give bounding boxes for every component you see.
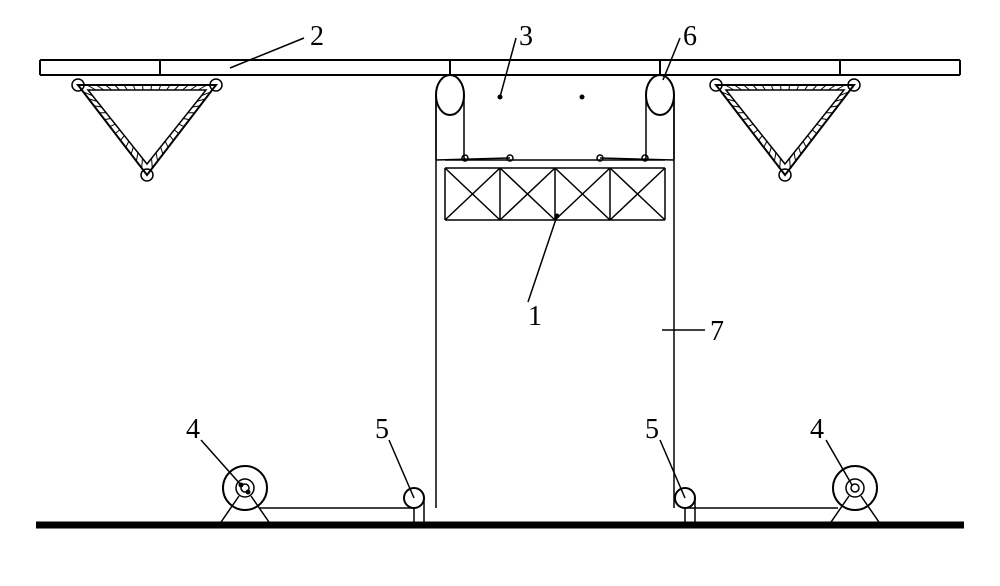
label-4: 4 <box>810 414 824 445</box>
pulleys <box>436 75 674 115</box>
label-2: 2 <box>310 21 324 52</box>
label-5: 5 <box>375 414 389 445</box>
label-7: 7 <box>710 316 724 347</box>
diagram-stage: { "canvas": { "w": 1000, "h": 586, "bg":… <box>0 0 1000 586</box>
label-6: 6 <box>683 21 697 52</box>
label-1: 1 <box>528 301 542 332</box>
winches <box>219 466 881 525</box>
label-3: 3 <box>519 21 533 52</box>
main-beam <box>40 60 960 75</box>
label-4: 4 <box>186 414 200 445</box>
support-triangles <box>72 79 860 181</box>
label-5: 5 <box>645 414 659 445</box>
leader-lines <box>201 38 852 498</box>
marker-dots <box>239 95 585 495</box>
diagram-svg: 2 3 6 1 7 4 5 5 4 <box>0 0 1000 586</box>
bottom-pulleys <box>404 488 695 525</box>
hanging-platform <box>436 155 674 220</box>
